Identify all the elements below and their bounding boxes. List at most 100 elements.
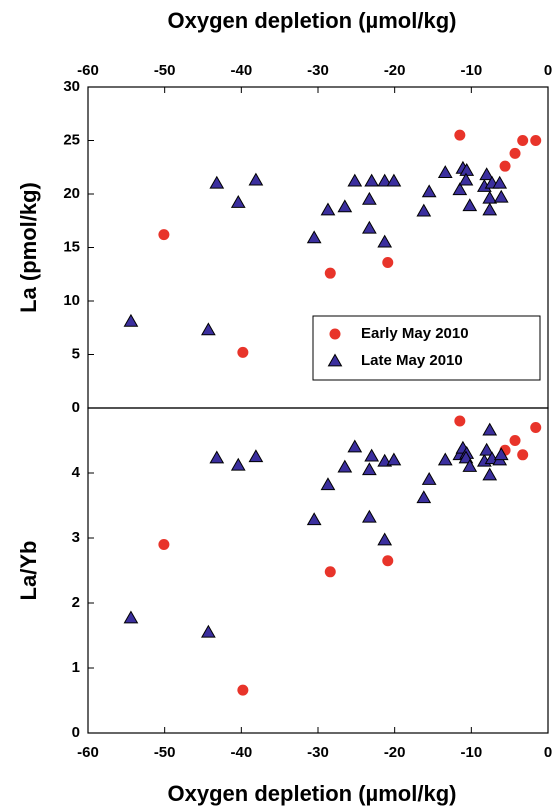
triangle-point xyxy=(306,230,322,244)
triangle-point xyxy=(377,173,393,187)
x-axis-title: Oxygen depletion (µmol/kg) xyxy=(168,781,457,806)
triangle-point xyxy=(493,189,509,203)
circle-point xyxy=(324,267,336,279)
triangle-point xyxy=(462,458,478,472)
triangle-point xyxy=(364,173,380,187)
triangle-point xyxy=(479,442,495,456)
circle-point xyxy=(517,449,529,461)
x-tick-label: -40 xyxy=(230,62,252,79)
circle-point xyxy=(517,135,529,146)
legend-label: Early May 2010 xyxy=(361,325,469,342)
circle-point xyxy=(158,229,170,241)
triangle-point xyxy=(437,165,453,178)
y-tick-label: 25 xyxy=(63,131,80,148)
x-tick-label: -10 xyxy=(460,744,482,761)
triangle-point xyxy=(482,202,498,216)
y-tick-label: 2 xyxy=(72,594,80,611)
triangle-point xyxy=(492,175,508,189)
triangle-point xyxy=(452,182,468,196)
circle-point xyxy=(237,684,249,696)
triangle-point xyxy=(209,175,225,189)
triangle-point xyxy=(337,199,353,213)
circle-point xyxy=(454,129,466,141)
y-tick-label: 0 xyxy=(72,724,80,741)
x-tick-label: 0 xyxy=(544,62,552,79)
y-tick-label: 10 xyxy=(63,292,80,309)
circle-point xyxy=(509,147,521,159)
triangle-point xyxy=(421,471,437,485)
legend-label: Late May 2010 xyxy=(361,352,463,369)
triangle-point xyxy=(201,322,216,336)
triangle-point xyxy=(364,448,380,462)
plot-frame xyxy=(87,407,549,734)
triangle-point xyxy=(306,512,322,526)
triangle-point xyxy=(482,190,498,204)
circle-point xyxy=(530,422,542,433)
triangle-point xyxy=(123,313,139,327)
triangle-point xyxy=(462,198,478,212)
x-tick-label: -30 xyxy=(307,744,329,761)
x-tick-label: -40 xyxy=(230,744,252,761)
y-tick-label: 20 xyxy=(63,185,80,202)
circle-point xyxy=(329,328,341,340)
triangle-point xyxy=(230,195,246,208)
triangle-point xyxy=(123,610,139,624)
y-tick-label: 1 xyxy=(72,659,80,676)
y-tick-label: 0 xyxy=(72,399,80,416)
triangle-point xyxy=(479,167,495,181)
x-tick-label: -50 xyxy=(154,62,176,79)
circle-point xyxy=(382,555,394,567)
x-tick-label: -20 xyxy=(384,744,406,761)
circle-point xyxy=(530,135,542,146)
circle-point xyxy=(499,160,511,172)
triangle-point xyxy=(248,172,264,186)
triangle-point xyxy=(362,509,377,523)
y-tick-label: 15 xyxy=(63,238,80,255)
x-tick-label: -50 xyxy=(154,744,176,761)
y-tick-label: 30 xyxy=(63,78,80,95)
triangle-point xyxy=(201,624,216,638)
triangle-point xyxy=(482,422,498,436)
triangle-point xyxy=(248,449,264,463)
triangle-point xyxy=(347,439,363,453)
circle-point xyxy=(237,346,249,358)
circle-point xyxy=(509,435,521,446)
triangle-point xyxy=(337,459,353,473)
triangle-point xyxy=(437,452,453,466)
triangle-point xyxy=(377,532,393,546)
triangle-point xyxy=(493,447,509,461)
triangle-point xyxy=(327,353,343,367)
triangle-point xyxy=(421,184,437,198)
x-tick-label: -30 xyxy=(307,62,329,79)
triangle-point xyxy=(362,220,377,234)
triangle-point xyxy=(416,203,432,217)
y-axis-title: La/Yb xyxy=(16,541,41,601)
x-tick-label: 0 xyxy=(544,744,552,761)
y-tick-label: 5 xyxy=(72,345,80,362)
x-tick-label: -20 xyxy=(384,62,406,79)
x-tick-label: -60 xyxy=(77,62,99,79)
circle-point xyxy=(324,566,336,578)
triangle-point xyxy=(482,467,498,481)
y-tick-label: 3 xyxy=(72,529,80,546)
legend-box xyxy=(312,315,541,381)
triangle-point xyxy=(362,191,377,205)
triangle-point xyxy=(209,450,225,464)
triangle-point xyxy=(386,452,402,466)
triangle-point xyxy=(386,173,402,187)
circle-point xyxy=(454,415,466,427)
triangle-point xyxy=(320,477,336,491)
x-axis-title: Oxygen depletion (µmol/kg) xyxy=(168,8,457,33)
triangle-point xyxy=(377,234,393,248)
y-axis-title: La (pmol/kg) xyxy=(16,182,41,313)
triangle-point xyxy=(230,457,246,471)
triangle-point xyxy=(458,172,474,186)
circle-point xyxy=(382,256,394,268)
x-tick-label: -60 xyxy=(77,744,99,761)
triangle-point xyxy=(347,173,363,187)
triangle-point xyxy=(320,202,336,216)
circle-point xyxy=(158,539,170,550)
x-tick-label: -10 xyxy=(460,62,482,79)
triangle-point xyxy=(416,490,432,504)
